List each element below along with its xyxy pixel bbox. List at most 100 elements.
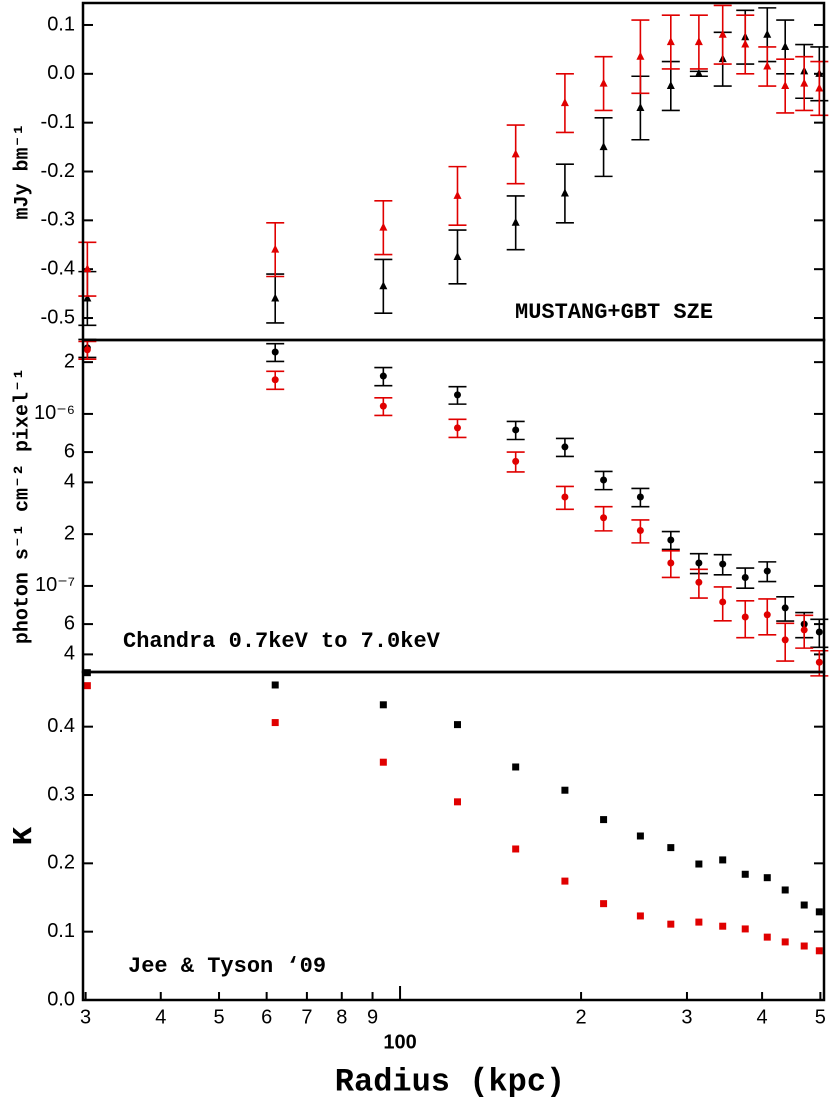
x-tick-label: 2 — [576, 1006, 587, 1028]
y-tick-label: 2 — [64, 350, 75, 372]
y-tick-label: 4 — [64, 643, 75, 665]
point — [271, 244, 280, 253]
point — [781, 938, 789, 946]
point — [599, 78, 608, 87]
point — [695, 559, 703, 567]
point — [512, 457, 520, 465]
point — [600, 900, 608, 908]
point — [600, 476, 608, 484]
point — [719, 856, 727, 864]
point — [695, 918, 703, 926]
x-tick-label: 8 — [336, 1006, 347, 1028]
point — [453, 190, 462, 199]
x-tick-label: 5 — [815, 1006, 826, 1028]
annotation: MUSTANG+GBT SZE — [515, 300, 713, 325]
point — [599, 142, 608, 151]
point — [83, 346, 91, 354]
point — [636, 912, 644, 920]
point — [719, 560, 727, 568]
point — [512, 845, 520, 853]
point — [511, 217, 520, 226]
point — [636, 51, 645, 60]
y-tick-label: 0.1 — [47, 13, 75, 35]
y-tick-label: 0.1 — [47, 920, 75, 942]
point — [815, 628, 823, 636]
point — [511, 149, 520, 158]
y-tick-label: 6 — [64, 440, 75, 462]
point — [600, 816, 608, 824]
y-tick-label: -0.5 — [41, 306, 75, 328]
point — [763, 933, 771, 941]
x-tick-label: 4 — [757, 1006, 768, 1028]
point — [561, 443, 569, 451]
point — [379, 402, 387, 410]
point — [453, 251, 462, 260]
point — [667, 559, 675, 567]
x-tick-label: 7 — [301, 1006, 312, 1028]
point — [719, 922, 727, 930]
point — [271, 719, 279, 727]
point — [667, 536, 675, 544]
point — [379, 281, 388, 290]
y-tick-label: 0.2 — [47, 852, 75, 874]
point — [781, 81, 790, 90]
point — [512, 763, 520, 771]
point — [561, 493, 569, 501]
y-tick-label: 10⁻⁶ — [34, 402, 75, 424]
point — [453, 424, 461, 432]
point — [694, 68, 703, 77]
point — [741, 925, 749, 933]
point — [667, 920, 675, 928]
annotation: Chandra 0.7keV to 7.0keV — [123, 629, 441, 654]
plot-frame — [81, 1, 826, 342]
y-tick-label: 0.4 — [47, 715, 75, 737]
point — [719, 598, 727, 606]
x-tick-label: 9 — [367, 1006, 378, 1028]
point — [83, 682, 91, 690]
point — [379, 701, 387, 709]
y-tick-label: 6 — [64, 612, 75, 634]
point — [718, 29, 727, 38]
point — [561, 877, 569, 885]
point — [781, 604, 789, 612]
point — [666, 81, 675, 90]
point — [666, 37, 675, 46]
y-axis-label: κ — [4, 826, 42, 846]
point — [636, 832, 644, 840]
point — [83, 293, 92, 302]
x-tick-label: 6 — [261, 1006, 272, 1028]
y-tick-label: 4 — [64, 471, 75, 493]
y-tick-label: 0.3 — [47, 783, 75, 805]
point — [271, 293, 280, 302]
plot-frame — [81, 338, 826, 674]
point — [379, 758, 387, 766]
y-tick-label: -0.3 — [41, 209, 75, 231]
y-tick-label: -0.2 — [41, 160, 75, 182]
point — [741, 573, 749, 581]
y-tick-label: 0.0 — [47, 988, 75, 1010]
point — [741, 613, 749, 621]
y-tick-label: 0.0 — [47, 62, 75, 84]
point — [741, 870, 749, 878]
point — [667, 844, 675, 852]
point — [271, 348, 279, 356]
x-tick-label: 3 — [681, 1006, 692, 1028]
point — [800, 78, 809, 87]
point — [636, 527, 644, 535]
point — [695, 860, 703, 868]
point — [763, 874, 771, 882]
point — [763, 29, 772, 38]
point — [561, 786, 569, 794]
point — [453, 798, 461, 806]
y-tick-label: 2 — [64, 522, 75, 544]
point — [815, 658, 823, 666]
point — [800, 626, 808, 634]
annotation: Jee & Tyson ‘09 — [128, 954, 326, 979]
point — [453, 721, 461, 729]
point — [560, 188, 569, 197]
point — [695, 578, 703, 586]
point — [694, 37, 703, 46]
point — [636, 493, 644, 501]
y-axis-label: mJy bm⁻¹ — [11, 123, 34, 219]
